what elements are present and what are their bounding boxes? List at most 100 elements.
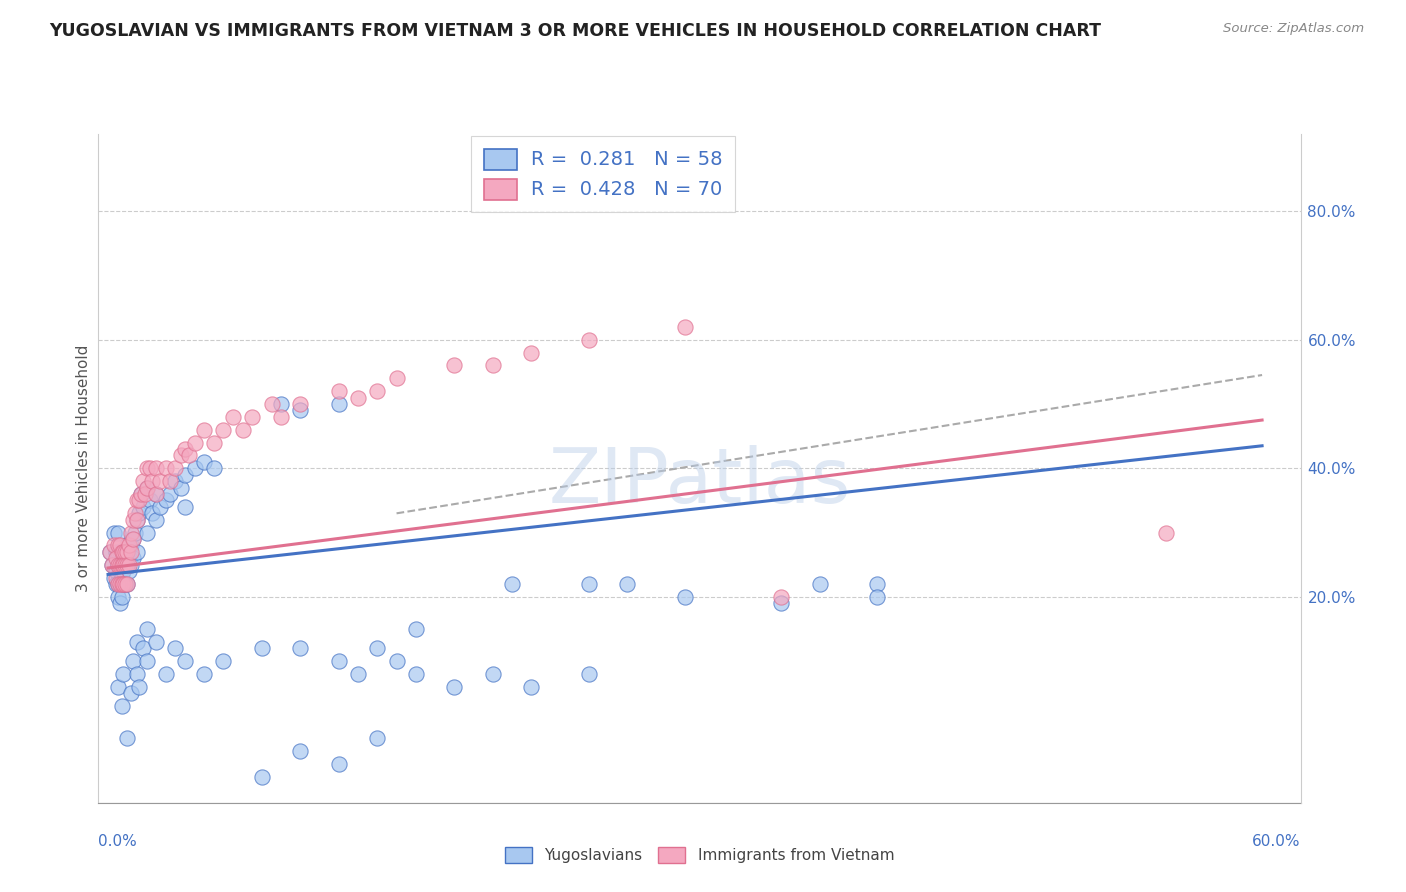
Point	[139, 493, 162, 508]
Point	[108, 558, 131, 572]
Point	[174, 654, 197, 668]
Point	[250, 641, 273, 656]
Point	[114, 577, 136, 591]
Point	[222, 409, 245, 424]
Point	[443, 359, 465, 373]
Point	[117, 558, 139, 572]
Point	[117, 577, 139, 591]
Point	[117, 545, 139, 559]
Point	[135, 461, 157, 475]
Point	[385, 654, 408, 668]
Point	[110, 590, 132, 604]
Point	[155, 461, 177, 475]
Point	[107, 525, 129, 540]
Point	[183, 435, 205, 450]
Point	[405, 667, 427, 681]
Point	[141, 506, 163, 520]
Point	[108, 596, 131, 610]
Point	[131, 641, 153, 656]
Point	[118, 558, 141, 572]
Point	[120, 525, 142, 540]
Text: YUGOSLAVIAN VS IMMIGRANTS FROM VIETNAM 3 OR MORE VEHICLES IN HOUSEHOLD CORRELATI: YUGOSLAVIAN VS IMMIGRANTS FROM VIETNAM 3…	[49, 22, 1101, 40]
Point	[193, 423, 215, 437]
Point	[120, 686, 142, 700]
Point	[174, 500, 197, 514]
Point	[808, 577, 831, 591]
Point	[131, 500, 153, 514]
Point	[107, 558, 129, 572]
Point	[347, 667, 370, 681]
Point	[366, 731, 388, 746]
Point	[112, 577, 135, 591]
Point	[117, 731, 139, 746]
Point	[114, 545, 136, 559]
Point	[110, 699, 132, 714]
Text: ZIPatlas: ZIPatlas	[548, 445, 851, 518]
Point	[866, 577, 889, 591]
Point	[128, 493, 150, 508]
Point	[120, 539, 142, 553]
Point	[107, 590, 129, 604]
Point	[673, 590, 696, 604]
Point	[290, 641, 312, 656]
Point	[134, 487, 156, 501]
Point	[125, 545, 148, 559]
Point	[104, 551, 127, 566]
Point	[501, 577, 523, 591]
Point	[520, 345, 543, 359]
Point	[135, 525, 157, 540]
Point	[770, 590, 793, 604]
Point	[578, 577, 600, 591]
Point	[366, 641, 388, 656]
Point	[110, 558, 132, 572]
Point	[155, 667, 177, 681]
Legend: Yugoslavians, Immigrants from Vietnam: Yugoslavians, Immigrants from Vietnam	[495, 838, 904, 872]
Point	[112, 551, 135, 566]
Point	[98, 545, 121, 559]
Point	[110, 545, 132, 559]
Point	[385, 371, 408, 385]
Point	[520, 680, 543, 694]
Point	[125, 667, 148, 681]
Point	[108, 545, 131, 559]
Point	[112, 667, 135, 681]
Point	[103, 539, 125, 553]
Point	[1154, 525, 1177, 540]
Point	[122, 532, 145, 546]
Point	[104, 564, 127, 578]
Point	[122, 551, 145, 566]
Point	[135, 481, 157, 495]
Point	[122, 654, 145, 668]
Point	[107, 558, 129, 572]
Point	[117, 539, 139, 553]
Point	[270, 397, 292, 411]
Point	[107, 680, 129, 694]
Point	[149, 474, 172, 488]
Point	[112, 577, 135, 591]
Point	[616, 577, 638, 591]
Point	[141, 474, 163, 488]
Point	[174, 442, 197, 456]
Point	[107, 577, 129, 591]
Point	[177, 449, 200, 463]
Point	[125, 513, 148, 527]
Point	[240, 409, 263, 424]
Text: 0.0%: 0.0%	[98, 834, 138, 849]
Point	[118, 564, 141, 578]
Point	[328, 397, 350, 411]
Point	[250, 770, 273, 784]
Point	[290, 397, 312, 411]
Point	[107, 577, 129, 591]
Point	[232, 423, 254, 437]
Point	[145, 487, 167, 501]
Point	[98, 545, 121, 559]
Point	[103, 571, 125, 585]
Point	[108, 539, 131, 553]
Point	[108, 577, 131, 591]
Point	[159, 474, 181, 488]
Point	[118, 539, 141, 553]
Point	[159, 487, 181, 501]
Point	[260, 397, 283, 411]
Point	[110, 551, 132, 566]
Point	[139, 461, 162, 475]
